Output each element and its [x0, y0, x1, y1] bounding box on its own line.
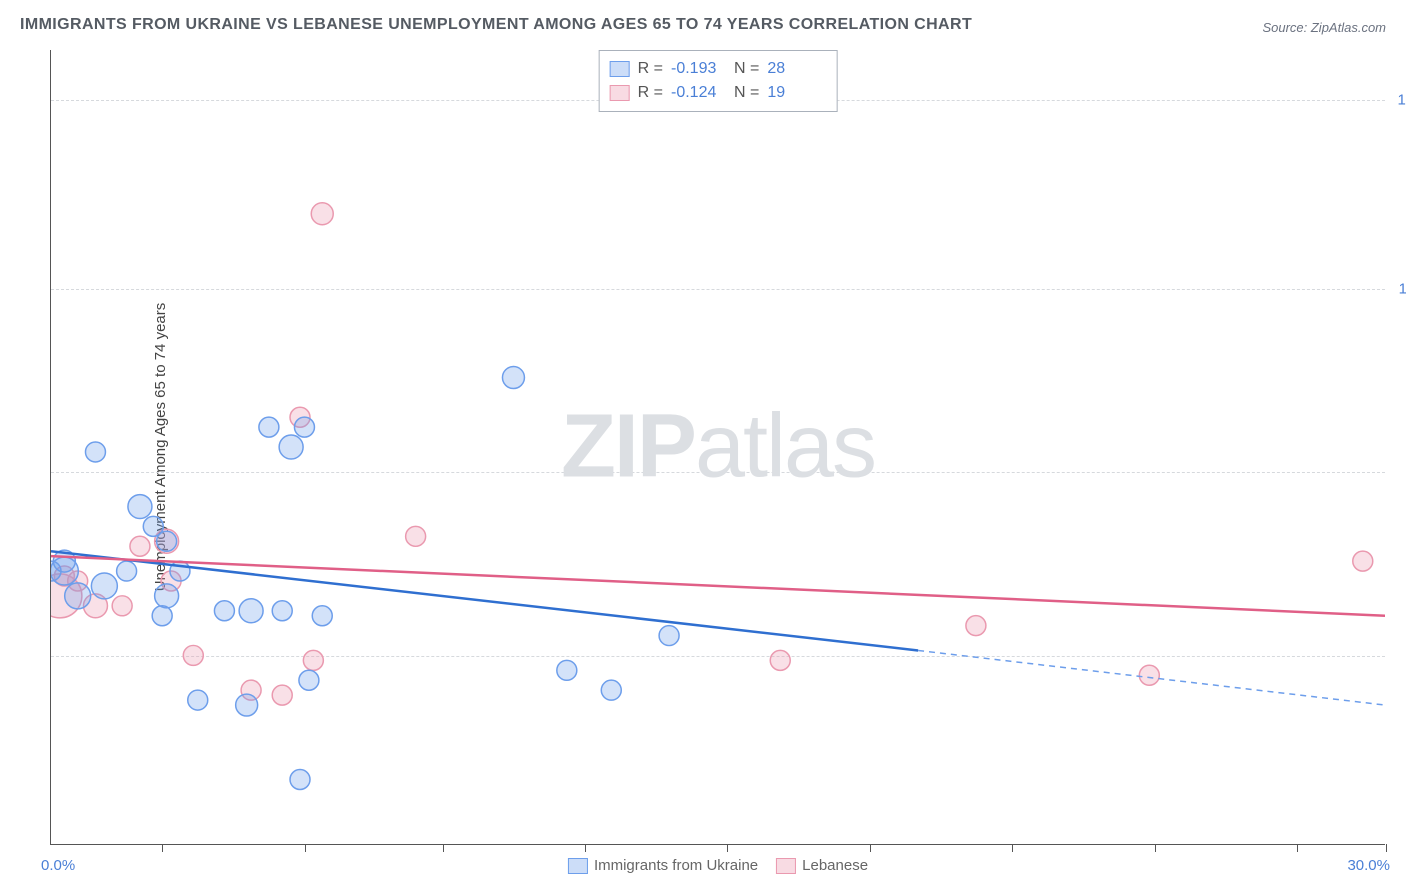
data-point-pink [272, 685, 292, 705]
data-point-blue [290, 770, 310, 790]
x-tick [585, 844, 586, 852]
data-point-blue [188, 690, 208, 710]
data-point-blue [272, 601, 292, 621]
n-value-pink: 19 [767, 84, 822, 102]
data-point-blue [85, 442, 105, 462]
swatch-blue-icon [568, 858, 588, 874]
r-label: R = [638, 60, 663, 78]
source-attribution: Source: ZipAtlas.com [1262, 20, 1386, 35]
data-point-blue [659, 626, 679, 646]
x-tick [305, 844, 306, 852]
data-point-pink [311, 203, 333, 225]
y-tick-label: 15.0% [1397, 91, 1406, 108]
x-tick [443, 844, 444, 852]
x-tick [1386, 844, 1387, 852]
data-point-blue [294, 417, 314, 437]
data-point-blue [236, 694, 258, 716]
data-point-blue [601, 680, 621, 700]
legend-item-pink: Lebanese [776, 857, 868, 874]
swatch-pink-icon [610, 85, 630, 101]
data-point-pink [1353, 551, 1373, 571]
x-tick [162, 844, 163, 852]
scatter-svg [51, 50, 1385, 844]
swatch-pink-icon [776, 858, 796, 874]
data-point-pink [183, 645, 203, 665]
data-point-pink [966, 616, 986, 636]
x-axis-min-label: 0.0% [41, 857, 75, 874]
x-tick [727, 844, 728, 852]
legend-item-blue: Immigrants from Ukraine [568, 857, 758, 874]
n-label: N = [734, 84, 759, 102]
x-tick [1155, 844, 1156, 852]
r-value-blue: -0.193 [671, 60, 726, 78]
data-point-blue [239, 599, 263, 623]
data-point-blue [312, 606, 332, 626]
regression-line-blue [51, 551, 918, 650]
data-point-blue [502, 367, 524, 389]
r-value-pink: -0.124 [671, 84, 726, 102]
data-point-blue [259, 417, 279, 437]
data-point-blue [557, 660, 577, 680]
x-axis-max-label: 30.0% [1347, 857, 1390, 874]
data-point-pink [112, 596, 132, 616]
data-point-pink [770, 650, 790, 670]
x-tick [870, 844, 871, 852]
data-point-pink [130, 536, 150, 556]
data-point-pink [406, 526, 426, 546]
data-point-blue [299, 670, 319, 690]
data-point-blue [65, 583, 91, 609]
legend-label-pink: Lebanese [802, 857, 868, 874]
x-tick [1297, 844, 1298, 852]
data-point-blue [117, 561, 137, 581]
r-label: R = [638, 84, 663, 102]
data-point-blue [128, 495, 152, 519]
legend-label-blue: Immigrants from Ukraine [594, 857, 758, 874]
x-tick [1012, 844, 1013, 852]
data-point-blue [214, 601, 234, 621]
data-point-blue [155, 584, 179, 608]
data-point-pink [1139, 665, 1159, 685]
correlation-row-pink: R = -0.124 N = 19 [610, 81, 823, 105]
data-point-blue [152, 606, 172, 626]
n-label: N = [734, 60, 759, 78]
regression-ext-blue [918, 650, 1385, 705]
correlation-row-blue: R = -0.193 N = 28 [610, 57, 823, 81]
data-point-blue [157, 531, 177, 551]
plot-area: Unemployment Among Ages 65 to 74 years 3… [50, 50, 1385, 845]
y-tick-label: 11.2% [1399, 280, 1406, 297]
chart-title: IMMIGRANTS FROM UKRAINE VS LEBANESE UNEM… [20, 16, 972, 34]
swatch-blue-icon [610, 61, 630, 77]
correlation-legend-box: R = -0.193 N = 28 R = -0.124 N = 19 [599, 50, 838, 112]
data-point-blue [279, 435, 303, 459]
data-point-blue [91, 573, 117, 599]
n-value-blue: 28 [767, 60, 822, 78]
bottom-legend: Immigrants from Ukraine Lebanese [568, 857, 868, 874]
data-point-pink [303, 650, 323, 670]
